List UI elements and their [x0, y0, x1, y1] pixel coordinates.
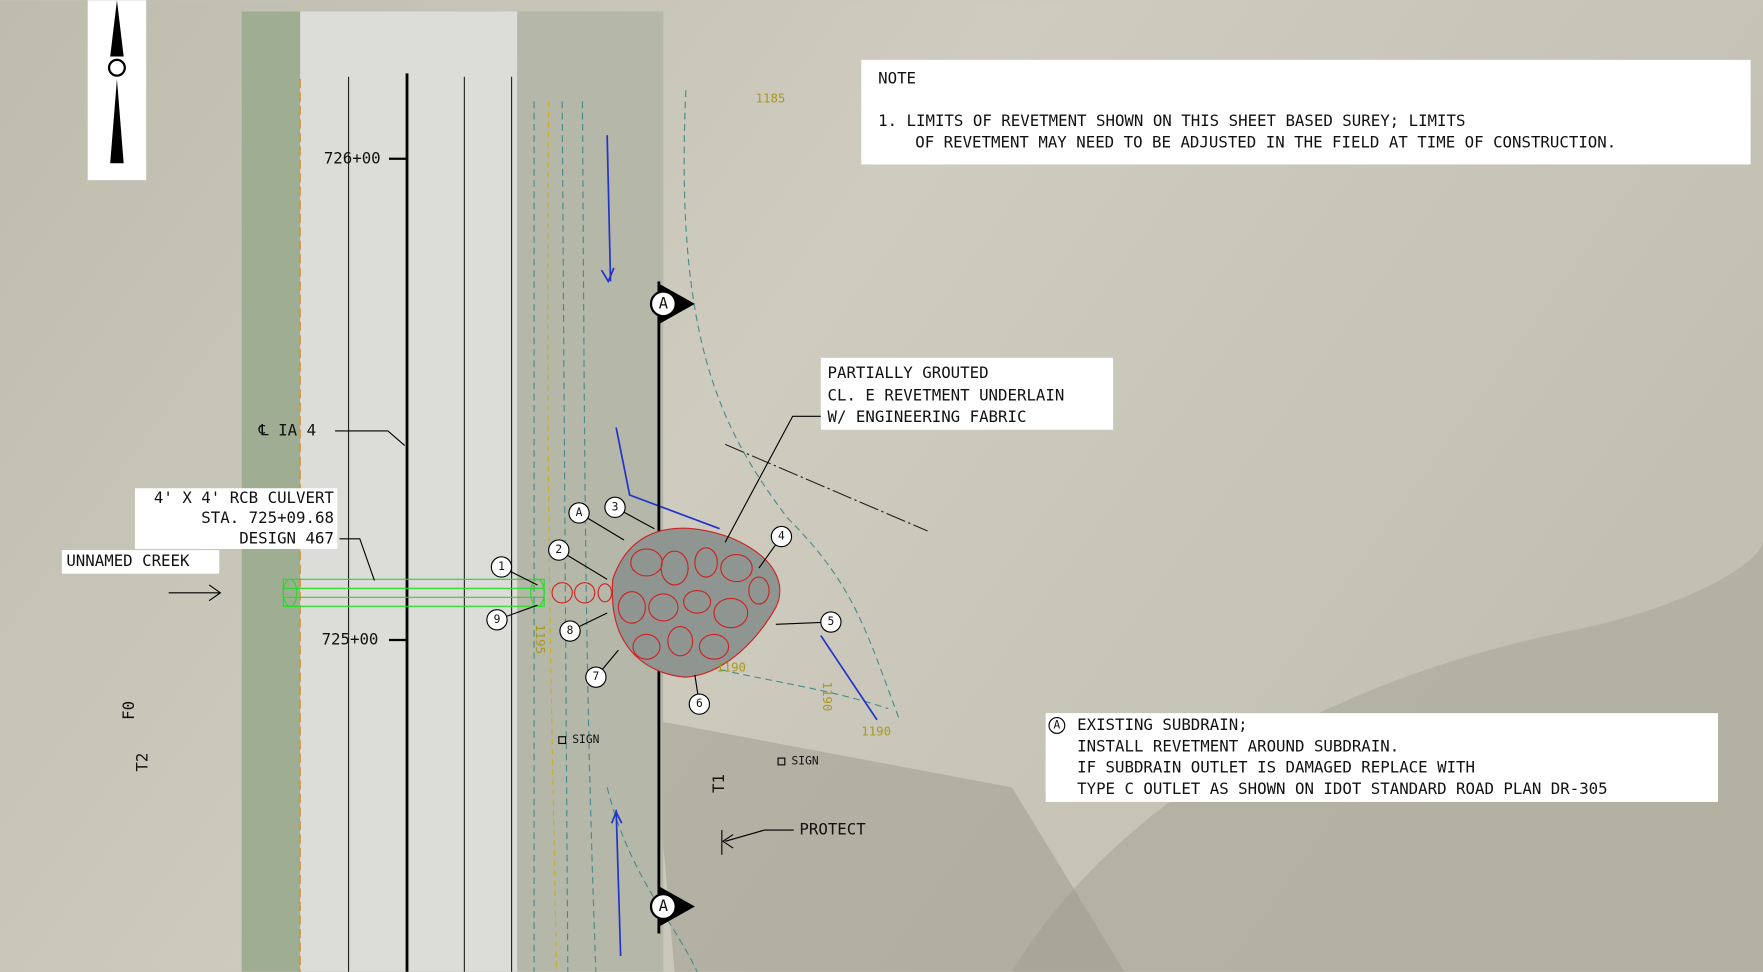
sign-icon: [558, 736, 567, 745]
section-label: A: [659, 896, 669, 915]
flow-arrow: [168, 584, 222, 602]
note-box: [861, 59, 1751, 165]
contour-label: 1190: [716, 661, 746, 675]
section-label: A: [659, 293, 669, 312]
note-box: [1045, 713, 1719, 802]
callout-text: CL. E REVETMENT UNDERLAIN: [828, 386, 1065, 405]
marker-label: 7: [593, 670, 600, 683]
note-line: TYPE C OUTLET AS SHOWN ON IDOT STANDARD …: [1077, 779, 1607, 798]
note-line: INSTALL REVETMENT AROUND SUBDRAIN.: [1077, 736, 1399, 755]
aerial-shadow: [652, 719, 1125, 972]
contour-label: 1195: [533, 624, 547, 654]
marker-circle: [559, 620, 581, 642]
centerline-label: ℄ IA 4: [258, 420, 316, 439]
leader: [335, 430, 406, 446]
note-title: NOTE: [878, 68, 916, 87]
north-arrow: [87, 0, 147, 181]
station-label: 726+00: [324, 148, 381, 167]
rocks: [551, 547, 770, 660]
contour-label: 1185: [756, 92, 786, 106]
note-line: IF SUBDRAIN OUTLET IS DAMAGED REPLACE WI…: [1077, 758, 1475, 777]
line-label: T1: [709, 774, 728, 793]
marker-circle: [486, 609, 508, 631]
label-box: [61, 550, 220, 574]
leader: [724, 415, 821, 543]
marker-label: 8: [567, 624, 574, 637]
sign-label: SIGN: [792, 754, 819, 767]
callout-text: STA. 725+09.68: [201, 508, 334, 527]
contour-label: 1190: [820, 682, 834, 712]
section-marker: A A: [649, 283, 695, 927]
sign-label: SIGN: [572, 733, 599, 746]
note-line: EXISTING SUBDRAIN;: [1077, 715, 1248, 734]
marker-circle: [1048, 717, 1066, 734]
line-label: F0: [119, 701, 138, 720]
sign-icon: [777, 757, 786, 766]
marker-label: 6: [696, 697, 703, 710]
note-line: 1. LIMITS OF REVETMENT SHOWN ON THIS SHE…: [878, 111, 1465, 130]
marker-circle: [490, 556, 513, 578]
marker-label: A: [1054, 718, 1061, 731]
callout-box: [134, 488, 338, 549]
marker-label: 2: [555, 543, 562, 556]
marker-circle: [604, 496, 626, 519]
line-label: T2: [132, 753, 151, 772]
protect-label: PROTECT: [799, 820, 866, 839]
contour-label: 1190: [861, 725, 891, 739]
callout-text: W/ ENGINEERING FABRIC: [828, 407, 1027, 426]
ditch: [517, 11, 664, 972]
marker-circle: [548, 539, 570, 561]
leader: [721, 829, 794, 855]
fence: [724, 443, 928, 532]
marker-label: A: [576, 506, 583, 519]
flow-lines: [600, 135, 878, 957]
marker-circle: [770, 525, 793, 548]
station-label: 725+00: [322, 630, 379, 649]
marker-label: 5: [828, 615, 835, 628]
callout-box: [820, 357, 1114, 430]
marker-circle: [585, 666, 607, 688]
revetment: [611, 527, 781, 678]
marker-label: 4: [778, 530, 785, 543]
callout-markers: 1 2 A 3 4 5 6 7 8 9: [486, 496, 842, 715]
note-line: OF REVETMENT MAY NEED TO BE ADJUSTED IN …: [915, 133, 1616, 152]
creek-label: UNNAMED CREEK: [66, 551, 190, 570]
marker-circle: [568, 502, 590, 524]
leader: [339, 538, 375, 581]
callout-text: PARTIALLY GROUTED: [828, 363, 989, 382]
culvert: [282, 578, 545, 607]
marker-circle: [820, 611, 842, 633]
marker-label: 9: [494, 613, 501, 626]
marker-circle: [688, 693, 711, 715]
callout-text: DESIGN 467: [239, 528, 334, 547]
marker-label: 1: [498, 560, 505, 573]
contour-major: [547, 101, 558, 972]
marker-label: 3: [612, 500, 619, 513]
callout-text: 4' X 4' RCB CULVERT: [154, 488, 335, 507]
